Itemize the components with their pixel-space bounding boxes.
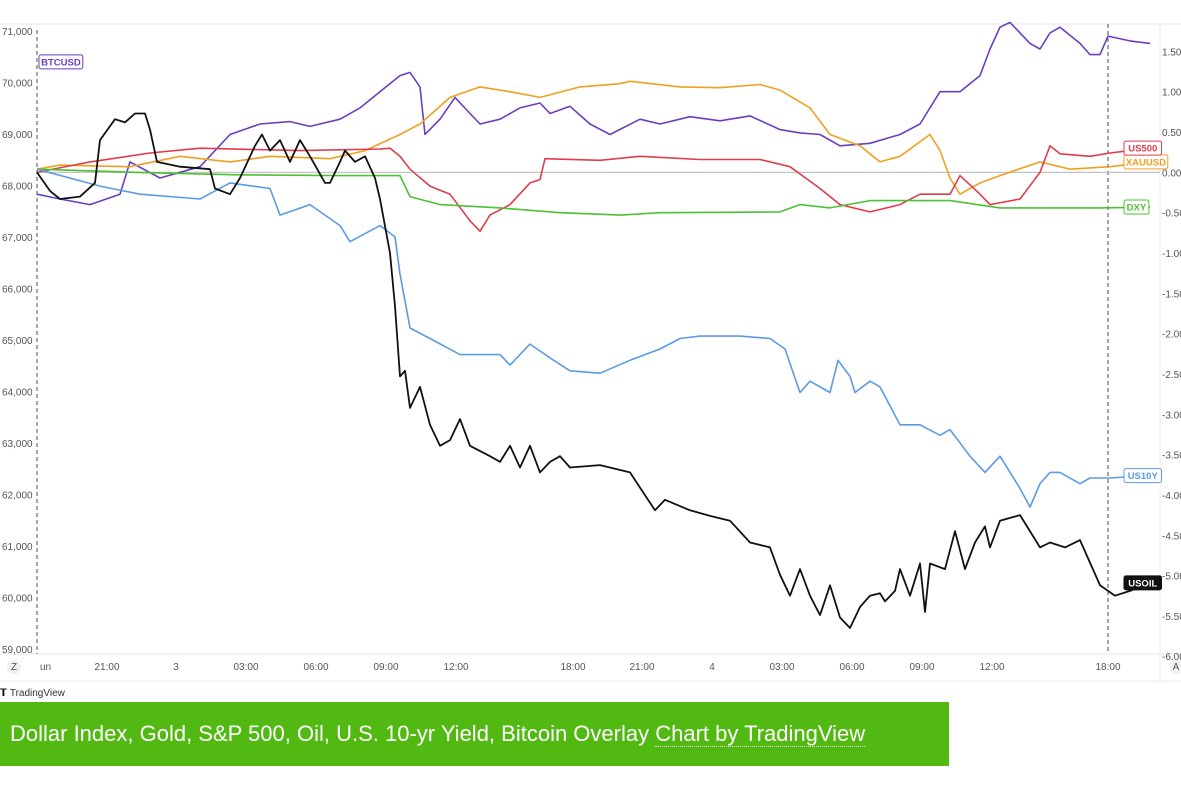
left-axis-tick-label: 65,000 xyxy=(2,336,33,347)
time-axis-tick-label: 4 xyxy=(709,662,715,673)
right-axis-tick-label: -4.00% xyxy=(1162,491,1181,502)
time-axis-tick-label: 12:00 xyxy=(979,662,1004,673)
series-tag-us10y[interactable] xyxy=(1123,468,1162,484)
series-line-us500[interactable] xyxy=(36,145,1151,232)
overlay-line-chart[interactable]: 71,000 70,000 69,000 68,000 67,000 66,000 65,0… xyxy=(0,0,1181,690)
auto-scale-right-button[interactable] xyxy=(1169,660,1181,674)
left-axis-tick-label: 68,000 xyxy=(2,182,33,193)
right-axis-tick-label: -5.50% xyxy=(1162,612,1181,623)
series-line-btcusd[interactable] xyxy=(36,21,1151,206)
time-axis-tick-label: 18:00 xyxy=(560,662,585,673)
series-tag-label: US10Y xyxy=(1128,471,1159,482)
time-axis-tick-label: 18:00 xyxy=(1095,662,1120,673)
auto-scale-left-button[interactable] xyxy=(7,660,21,674)
series-tag-dxy[interactable] xyxy=(1123,199,1150,215)
left-axis-tick-label: 66,000 xyxy=(2,285,33,296)
right-axis-tick-label: -3.00% xyxy=(1162,410,1181,421)
left-axis-tick-label: 61,000 xyxy=(2,542,33,553)
tradingview-watermark: 𝗧 TradingView xyxy=(0,688,65,699)
time-axis-tick-label: un xyxy=(40,662,51,673)
chart-area[interactable]: 71,000 70,000 69,000 68,000 67,000 66,000 65,0… xyxy=(0,0,1181,690)
auto-scale-right-label: A xyxy=(1173,662,1180,673)
series-tag-btcusd[interactable] xyxy=(38,54,84,70)
right-axis-tick-label: 0.50% xyxy=(1162,128,1181,139)
left-axis-tick-label: 60,000 xyxy=(2,594,33,605)
right-axis-tick-label: -1.50% xyxy=(1162,289,1181,300)
series-tag-label: US500 xyxy=(1128,144,1157,155)
time-axis-tick-label: 12:00 xyxy=(443,662,468,673)
left-axis-tick-label: 63,000 xyxy=(2,439,33,450)
time-axis-tick-label: 03:00 xyxy=(769,662,794,673)
left-axis-tick-label: 62,000 xyxy=(2,491,33,502)
caption-text: Dollar Index, Gold, S&P 500, Oil, U.S. 1… xyxy=(0,721,866,747)
right-axis-tick-label: 0.00% xyxy=(1162,168,1181,179)
left-axis-tick-label: 64,000 xyxy=(2,388,33,399)
auto-scale-left-label: Z xyxy=(11,662,17,673)
series-tag-usoil[interactable] xyxy=(1123,575,1162,591)
tradingview-chart-link[interactable]: Chart by TradingView xyxy=(655,721,866,747)
time-axis-tick-label: 21:00 xyxy=(94,662,119,673)
time-axis-tick-label: 3 xyxy=(173,662,179,673)
right-axis-tick-label: -1.00% xyxy=(1162,249,1181,260)
series-tag-label: BTCUSD xyxy=(41,57,81,68)
right-axis-tick-label: -4.50% xyxy=(1162,531,1181,542)
tradingview-logo-icon: 𝗧 xyxy=(0,688,7,699)
right-axis-tick-label: 1.50% xyxy=(1162,47,1181,58)
series-tag-us500[interactable] xyxy=(1123,140,1162,156)
left-axis-tick-label: 71,000 xyxy=(2,27,33,38)
left-axis-tick-label: 69,000 xyxy=(2,130,33,141)
tradingview-logo-text: TradingView xyxy=(9,688,65,699)
time-axis-tick-label: 06:00 xyxy=(303,662,328,673)
right-axis-tick-label: 1.00% xyxy=(1162,88,1181,99)
caption-banner: Dollar Index, Gold, S&P 500, Oil, U.S. 1… xyxy=(0,702,949,766)
series-line-us10y[interactable] xyxy=(36,168,1151,508)
right-percent-axis: 1.50% 1.00% 0.50% 0.00% -0.50% -1.00% -1.50% -2… xyxy=(1162,47,1181,663)
right-axis-tick-label: -6.00% xyxy=(1162,652,1181,663)
right-axis-tick-label: -2.50% xyxy=(1162,370,1181,381)
left-price-axis: 71,000 70,000 69,000 68,000 67,000 66,000 65,0… xyxy=(2,27,33,656)
series-line-xauusd[interactable] xyxy=(36,80,1151,195)
time-axis-tick-label: 21:00 xyxy=(629,662,654,673)
time-axis-tick-label: 09:00 xyxy=(909,662,934,673)
series-tag-label: XAUUSD xyxy=(1126,157,1166,168)
time-axis-tick-label: 03:00 xyxy=(233,662,258,673)
right-axis-tick-label: -2.00% xyxy=(1162,330,1181,341)
series-lines xyxy=(36,21,1151,629)
left-axis-tick-label: 59,000 xyxy=(2,645,33,656)
time-axis-tick-label: 06:00 xyxy=(839,662,864,673)
series-tag-label: DXY xyxy=(1127,203,1147,214)
time-axis-tick-label: 09:00 xyxy=(373,662,398,673)
right-axis-tick-label: -3.50% xyxy=(1162,451,1181,462)
series-line-dxy[interactable] xyxy=(36,168,1151,216)
series-tags: BTCUSD XAUUSD US500 DXY US10Y USOIL xyxy=(38,54,1169,591)
left-axis-tick-label: 67,000 xyxy=(2,233,33,244)
series-tag-label: USOIL xyxy=(1128,578,1157,589)
time-axis: un 21:00 3 03:00 06:00 09:00 12:00 18:00 21:00 4 0… xyxy=(7,660,1181,674)
right-axis-tick-label: -5.00% xyxy=(1162,572,1181,583)
right-axis-tick-label: -0.50% xyxy=(1162,209,1181,220)
left-axis-tick-label: 70,000 xyxy=(2,79,33,90)
caption-title: Dollar Index, Gold, S&P 500, Oil, U.S. 1… xyxy=(10,721,656,746)
series-line-usoil[interactable] xyxy=(36,112,1151,629)
